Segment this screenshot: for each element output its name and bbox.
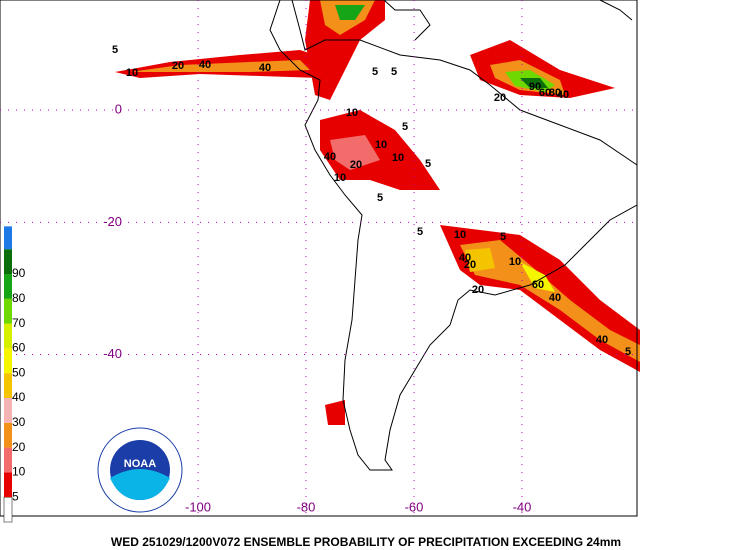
contour-label: 10 <box>334 172 346 184</box>
contour-label: 40 <box>259 62 271 74</box>
contour-label: 10 <box>346 107 358 119</box>
longitude-label: -60 <box>405 499 424 514</box>
colorbar-label: 40 <box>12 390 26 404</box>
contour-label: 40 <box>199 59 211 71</box>
coastline <box>269 0 638 471</box>
contour-label: 5 <box>625 346 631 358</box>
contour-label: 20 <box>494 92 506 104</box>
contour-label: 5 <box>417 226 423 238</box>
precipitation-field <box>115 0 640 425</box>
longitude-label: -100 <box>185 499 211 514</box>
contour-label: 20 <box>464 259 476 271</box>
contour-label: 20 <box>172 60 184 72</box>
colorbar-segment <box>4 298 12 324</box>
colorbar-segment <box>3 496 13 523</box>
colorbar-segment <box>4 274 12 299</box>
longitude-label: -80 <box>297 499 316 514</box>
colorbar-label: 70 <box>12 316 26 330</box>
contour-label: 40 <box>557 89 569 101</box>
coastline <box>383 0 633 41</box>
noaa-logo: NOAA <box>97 427 183 513</box>
contour-label: 5 <box>402 121 408 133</box>
contour-label: 5 <box>391 66 397 78</box>
colorbar-segment <box>4 447 12 473</box>
contour-label: 90 <box>529 81 541 93</box>
contour-label: 40 <box>549 292 561 304</box>
colorbar-label: 90 <box>12 266 26 280</box>
contour-label: 10 <box>454 229 466 241</box>
colorbar-segment <box>4 249 12 274</box>
colorbar-segment <box>4 323 12 349</box>
colorbar-segment <box>4 472 12 498</box>
contour-label: 10 <box>375 139 387 151</box>
colorbar-label: 60 <box>12 341 26 355</box>
longitude-label: -40 <box>513 499 532 514</box>
contour-label: 40 <box>459 252 471 264</box>
contour-label: 40 <box>324 151 336 163</box>
colorbar-segment <box>4 398 12 423</box>
contour-label: 5 <box>500 231 506 243</box>
contour-label: 5 <box>112 44 118 56</box>
colorbar-segment <box>4 226 12 250</box>
contour-label: 10 <box>126 67 138 79</box>
contour-label: 5 <box>372 66 378 78</box>
contour-label: 60 <box>532 279 544 291</box>
colorbar-label: 30 <box>12 415 26 429</box>
map-frame <box>0 0 638 517</box>
contour-label: 10 <box>509 256 521 268</box>
colorbar-segment <box>4 422 12 448</box>
contour-label: 10 <box>392 152 404 164</box>
latitude-label: 0 <box>115 101 122 116</box>
colorbar-label: 50 <box>12 365 26 379</box>
contour-label: 20 <box>350 159 362 171</box>
colorbar-label: 20 <box>12 440 26 454</box>
latitude-label: -20 <box>103 214 122 229</box>
contour-label: 60 <box>539 87 551 99</box>
latitude-label: -40 <box>103 346 122 361</box>
contour-label: 80 <box>549 87 561 99</box>
contour-label: 5 <box>425 158 431 170</box>
colorbar-label: 10 <box>12 465 26 479</box>
contour-label: 20 <box>472 284 484 296</box>
colorbar-label: 5 <box>12 489 19 503</box>
colorbar-label: 80 <box>12 291 26 305</box>
contour-label: 5 <box>377 192 383 204</box>
title: WED 251029/1200V072 ENSEMBLE PROBABILITY… <box>111 535 621 549</box>
colorbar-segment <box>4 348 12 374</box>
colorbar-segment <box>4 373 12 398</box>
logo-text: NOAA <box>124 458 156 470</box>
contour-label: 40 <box>596 334 608 346</box>
